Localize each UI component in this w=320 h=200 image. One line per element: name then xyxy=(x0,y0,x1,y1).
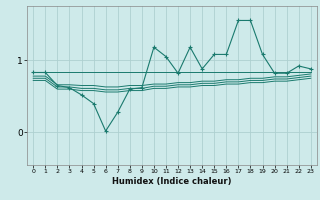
X-axis label: Humidex (Indice chaleur): Humidex (Indice chaleur) xyxy=(112,177,232,186)
